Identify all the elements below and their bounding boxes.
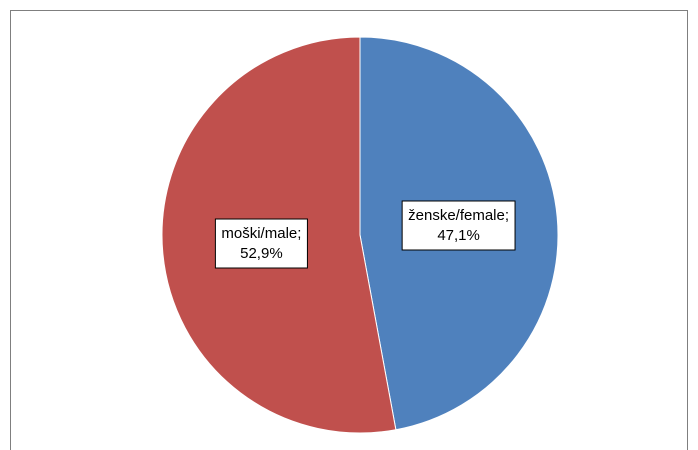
data-label: ženske/female; 47,1% xyxy=(401,200,516,251)
data-label-category: moški/male; xyxy=(221,225,301,242)
data-label-category: ženske/female; xyxy=(408,207,509,224)
data-label-box xyxy=(214,218,308,269)
data-label-box xyxy=(401,200,516,251)
data-label: moški/male; 52,9% xyxy=(214,218,308,269)
data-label-value: 52,9% xyxy=(240,245,283,262)
data-label-value: 47,1% xyxy=(437,227,480,244)
